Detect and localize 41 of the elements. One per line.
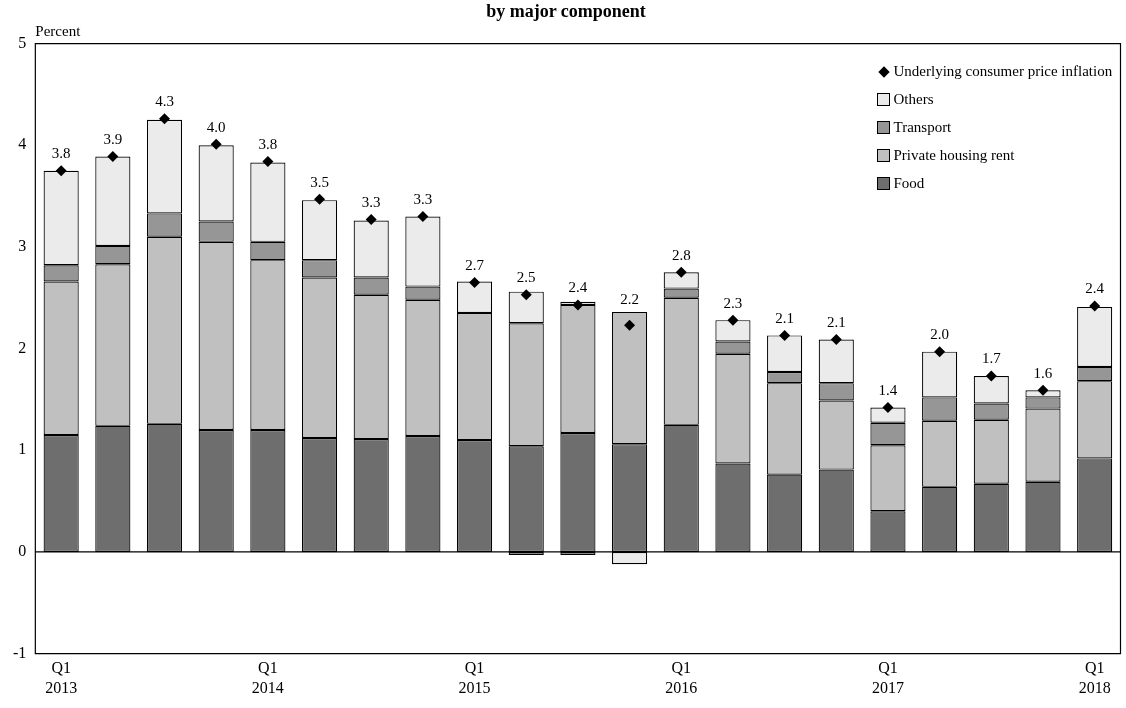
legend-label: Underlying consumer price inflation (893, 63, 1113, 81)
x-tick-label: Q1 2018 (1078, 659, 1111, 696)
data-label: 2.1 (775, 309, 794, 326)
data-label: 2.2 (620, 291, 639, 308)
y-axis-title: Percent (35, 23, 82, 40)
y-tick-label: 4 (18, 135, 27, 153)
y-tick-label: -1 (13, 643, 27, 661)
data-label: 2.1 (826, 313, 846, 330)
data-label: 2.7 (465, 256, 485, 273)
y-tick-label: 5 (18, 33, 27, 51)
data-label: 4.3 (155, 93, 174, 110)
data-label: 3.3 (413, 190, 433, 207)
data-label: 1.7 (981, 350, 1002, 367)
data-label: 3.8 (258, 135, 278, 152)
data-label: 2.3 (723, 294, 743, 311)
data-label: 2.5 (516, 269, 536, 286)
data-label: 3.8 (51, 145, 71, 162)
legend-label: Others (893, 91, 934, 109)
data-label: 2.8 (671, 246, 691, 263)
x-tick-label: Q1 2014 (251, 659, 284, 696)
legend-label: Transport (893, 119, 952, 137)
data-label: 2.4 (1085, 280, 1105, 297)
y-tick-label: 2 (18, 338, 27, 356)
x-tick-label: Q1 2017 (871, 659, 904, 696)
y-tick-label: 0 (18, 542, 27, 560)
legend-label: Food (893, 175, 925, 193)
data-label: 3.5 (310, 173, 329, 190)
data-label: 4.0 (206, 118, 226, 135)
y-tick-label: 3 (18, 237, 27, 255)
x-tick-label: Q1 2013 (45, 659, 78, 696)
chart-title: by major component (486, 1, 646, 22)
data-label: 1.4 (878, 382, 898, 398)
y-tick-label: 1 (18, 440, 27, 458)
x-tick-label: Q1 2016 (665, 659, 698, 696)
x-tick-label: Q1 2015 (458, 659, 491, 696)
data-label: 2.4 (568, 279, 588, 296)
data-label: 3.9 (103, 130, 123, 147)
data-label: 1.6 (1033, 364, 1053, 381)
legend-label: Private housing rent (893, 147, 1015, 165)
data-label: 3.3 (361, 193, 381, 210)
data-label: 2.0 (930, 326, 950, 343)
